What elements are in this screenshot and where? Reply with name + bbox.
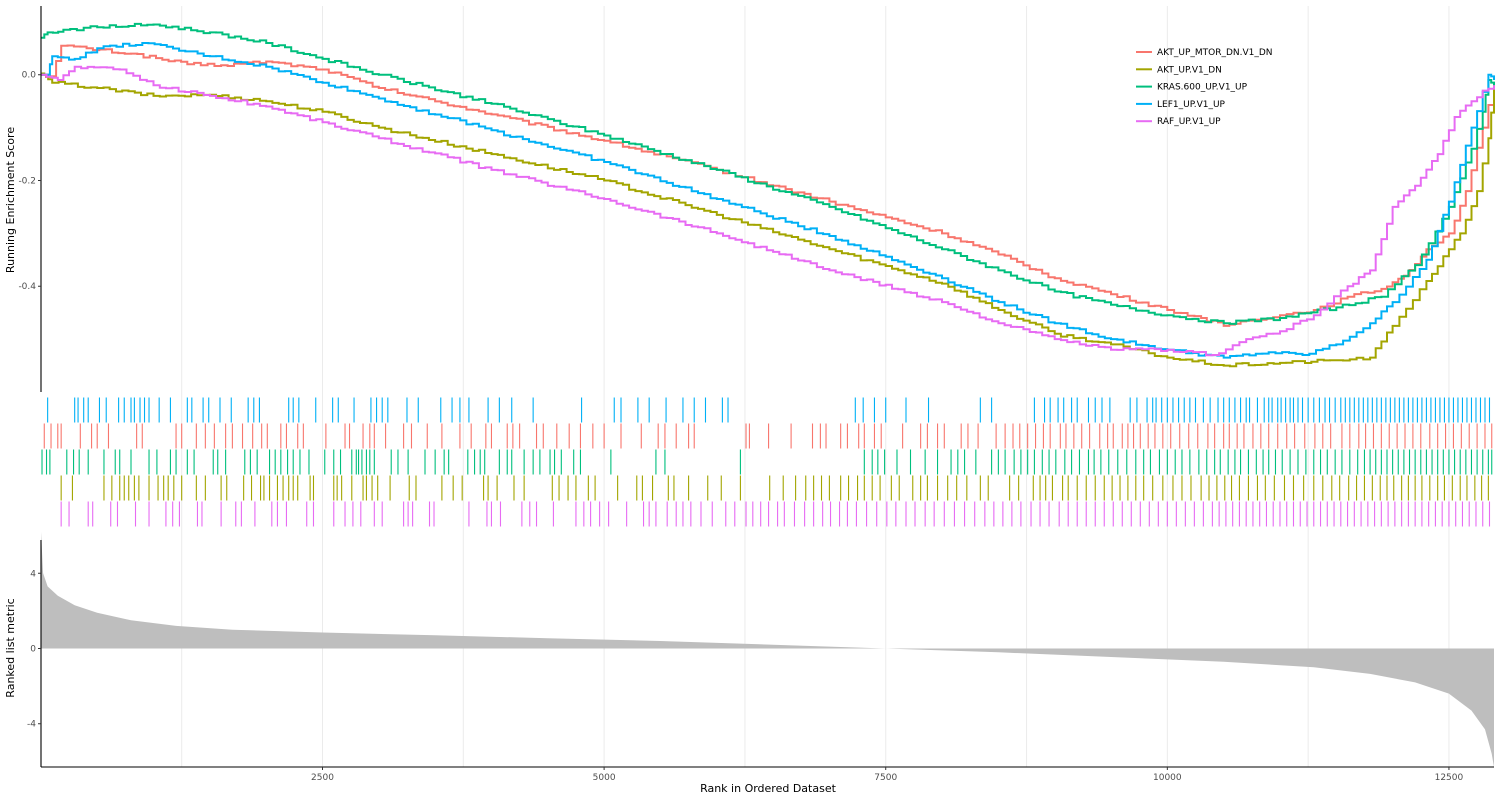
legend-item: LEF1_UP.V1_UP [1136, 100, 1226, 110]
hit-row-RAF_UP.V1_UP [60, 501, 1491, 527]
legend-label: KRAS.600_UP.V1_UP [1157, 83, 1248, 93]
es-line-LEF1_UP.V1_UP [41, 42, 1495, 359]
legend-item: AKT_UP.V1_DN [1136, 65, 1222, 75]
x-tick-label: 7500 [874, 773, 897, 783]
es-line-KRAS.600_UP.V1_UP [41, 22, 1495, 325]
es-tick-label: 0.0 [22, 71, 37, 81]
es-axis-title: Running Enrichment Score [4, 127, 17, 273]
legend-item: KRAS.600_UP.V1_UP [1136, 83, 1248, 93]
legend-item: AKT_UP_MTOR_DN.V1_DN [1136, 48, 1273, 58]
es-line-AKT_UP_MTOR_DN.V1_DN [41, 44, 1495, 327]
x-tick-label: 12500 [1435, 773, 1464, 783]
x-tick-label: 5000 [593, 773, 616, 783]
x-tick-label: 2500 [311, 773, 334, 783]
es-panel-lines [41, 22, 1495, 368]
hit-row-AKT_UP_MTOR_DN.V1_DN [43, 423, 1493, 449]
metric-tick-label: -4 [27, 720, 36, 730]
hit-row-LEF1_UP.V1_UP [47, 397, 1491, 423]
es-tick-label: -0.4 [18, 282, 36, 292]
legend-label: LEF1_UP.V1_UP [1157, 100, 1226, 110]
ranked-metric-panel [41, 531, 1494, 767]
es-line-RAF_UP.V1_UP [41, 65, 1495, 357]
metric-axis-title: Ranked list metric [4, 598, 17, 697]
hit-row-AKT_UP.V1_DN [60, 475, 1489, 501]
legend: AKT_UP_MTOR_DN.V1_DN AKT_UP.V1_DN KRAS.600… [1136, 48, 1273, 127]
legend-label: AKT_UP_MTOR_DN.V1_DN [1157, 48, 1273, 58]
x-tick-label: 10000 [1153, 773, 1182, 783]
axes: 0.0 -0.2 -0.4 4 0 -4 2500 5000 7500 10000 12500 [18, 6, 1494, 783]
legend-label: RAF_UP.V1_UP [1157, 117, 1221, 127]
hit-row-KRAS.600_UP.V1_UP [41, 449, 1493, 475]
ranked-metric-area [41, 531, 1494, 767]
metric-tick-label: 4 [30, 569, 36, 579]
legend-label: AKT_UP.V1_DN [1157, 65, 1222, 75]
x-axis-title: Rank in Ordered Dataset [700, 782, 837, 795]
legend-item: RAF_UP.V1_UP [1136, 117, 1221, 127]
gene-hit-rug-panel [41, 397, 1493, 527]
es-line-AKT_UP.V1_DN [41, 72, 1495, 368]
metric-tick-label: 0 [30, 645, 36, 655]
es-tick-label: -0.2 [18, 176, 36, 186]
